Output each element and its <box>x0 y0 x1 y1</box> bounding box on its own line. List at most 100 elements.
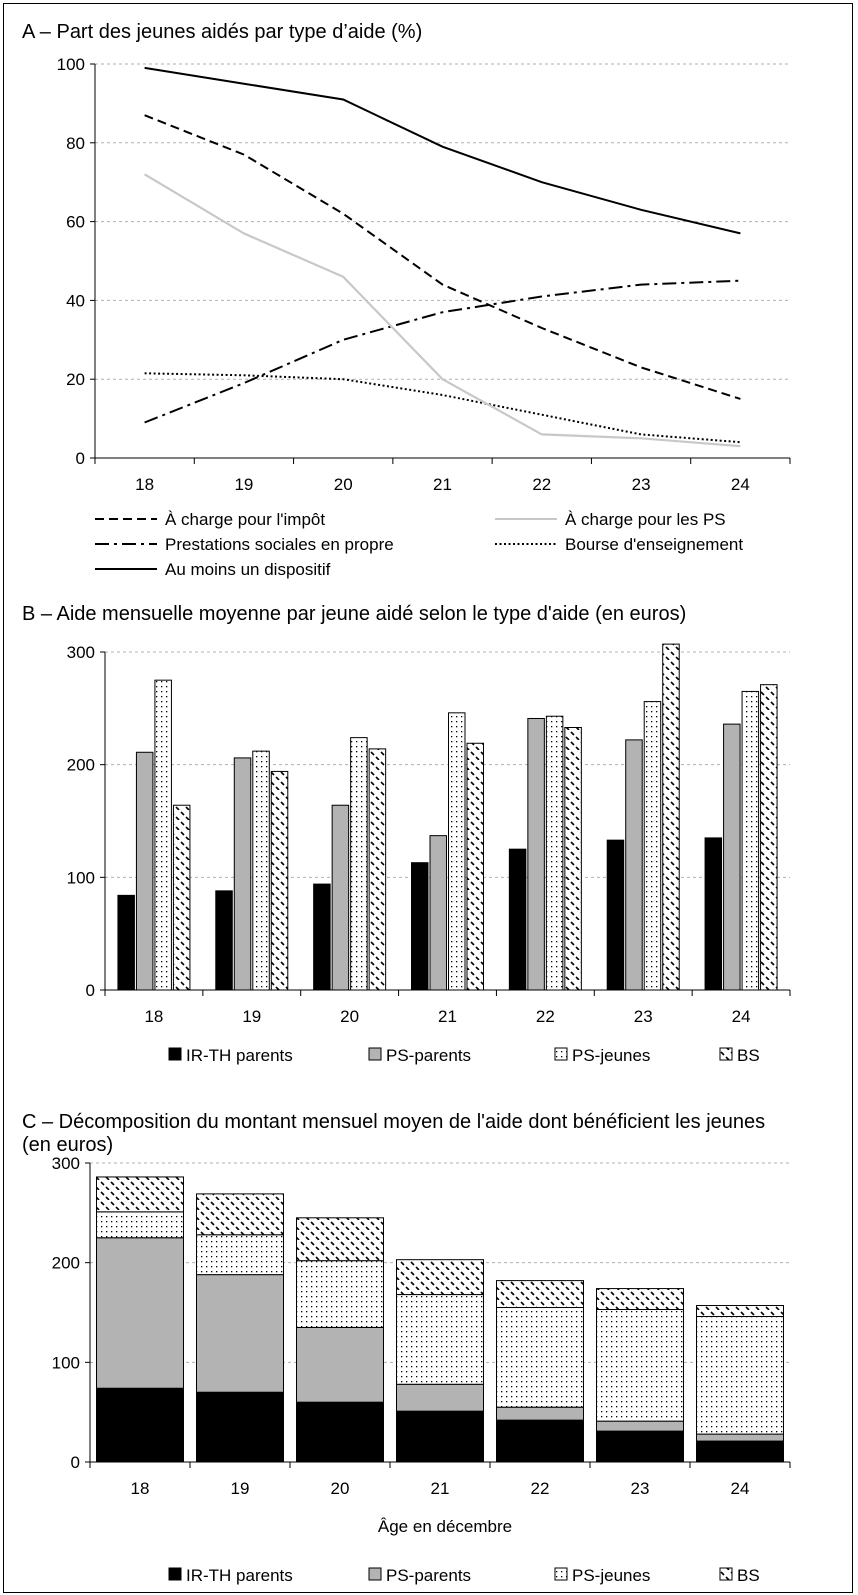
bar-segment <box>396 1410 484 1463</box>
bar <box>564 726 582 991</box>
bar <box>466 742 484 991</box>
bar <box>662 643 680 991</box>
x-tick-label: 21 <box>433 475 452 494</box>
bar-segment <box>696 1440 784 1463</box>
bar <box>704 837 723 991</box>
x-tick-label: 22 <box>531 1479 550 1498</box>
panel-c-legend: IR-TH parents PS-parents PS-jeunes BS <box>168 1566 760 1585</box>
x-tick-label: 19 <box>242 1007 261 1026</box>
x-tick-label: 24 <box>732 1007 751 1026</box>
bar <box>411 862 429 991</box>
legend-swatch-1 <box>368 1047 382 1061</box>
panel-c-title: C – Décomposition du montant mensuel moy… <box>22 1111 765 1133</box>
legend-swatch-3 <box>719 1567 733 1581</box>
legend-label-1: À charge pour les PS <box>565 510 726 529</box>
bar-segment <box>296 1326 384 1403</box>
bar <box>741 690 760 991</box>
y-tick-label: 60 <box>66 213 85 232</box>
x-tick-label: 21 <box>431 1479 450 1498</box>
x-tick-label: 19 <box>231 1479 250 1498</box>
panel-b-title: B – Aide mensuelle moyenne par jeune aid… <box>22 603 686 625</box>
bar-segment <box>596 1430 684 1463</box>
series-line-0 <box>144 114 741 400</box>
y-tick-label: 0 <box>86 981 95 1000</box>
series-line-4 <box>144 66 741 235</box>
legend-label-0: IR-TH parents <box>186 1566 293 1585</box>
bar-segment <box>196 1234 284 1276</box>
legend-label-0: À charge pour l'impôt <box>165 510 325 529</box>
bar <box>233 757 252 991</box>
x-tick-label: 22 <box>532 475 551 494</box>
legend-swatch-2 <box>554 1047 568 1061</box>
x-tick-label: 23 <box>634 1007 653 1026</box>
x-tick-label: 23 <box>632 475 651 494</box>
bar-segment <box>396 1294 484 1385</box>
bar-segment <box>196 1193 284 1236</box>
bar <box>625 739 643 991</box>
bar <box>215 890 233 991</box>
bar <box>368 748 387 991</box>
x-tick-label: 24 <box>731 1479 750 1498</box>
bar <box>117 894 135 991</box>
y-tick-label: 100 <box>52 1353 80 1372</box>
series-line-1 <box>144 173 741 448</box>
legend-label-1: PS-parents <box>386 1046 471 1065</box>
bar <box>154 679 172 991</box>
x-tick-label: 18 <box>135 475 154 494</box>
bar-segment <box>396 1259 484 1296</box>
y-tick-label: 200 <box>52 1254 80 1273</box>
bar <box>252 750 270 991</box>
panel-a-line-chart: A – Part des jeunes aidés par type d’aid… <box>22 21 791 579</box>
legend-swatch-2 <box>554 1567 568 1581</box>
x-tick-label: 20 <box>340 1007 359 1026</box>
legend-label-2: PS-jeunes <box>572 1566 650 1585</box>
bar-segment <box>596 1288 684 1311</box>
panel-b-legend: IR-TH parents PS-parents PS-jeunes BS <box>168 1046 760 1065</box>
bar <box>527 717 545 991</box>
x-tick-label: 18 <box>144 1007 163 1026</box>
bar-segment <box>96 1387 184 1463</box>
legend-label-3: BS <box>737 1566 760 1585</box>
x-tick-label: 24 <box>731 475 750 494</box>
bar-segment <box>296 1217 384 1262</box>
series-line-2 <box>144 279 741 424</box>
bar <box>331 804 350 991</box>
bar-segment <box>96 1176 184 1213</box>
bar <box>606 839 625 991</box>
series-line-3 <box>144 372 741 444</box>
x-tick-label: 20 <box>331 1479 350 1498</box>
bar <box>448 712 466 991</box>
bar-segment <box>96 1211 184 1239</box>
x-tick-label: 21 <box>438 1007 457 1026</box>
legend-swatch-1 <box>368 1567 382 1581</box>
y-tick-label: 0 <box>76 449 85 468</box>
bar <box>760 684 778 991</box>
panel-c-title-line2: (en euros) <box>22 1134 113 1156</box>
bar-segment <box>496 1307 584 1408</box>
y-tick-label: 200 <box>67 756 95 775</box>
bar <box>545 715 564 991</box>
bar <box>350 737 368 991</box>
panel-c-x-axis-label: Âge en décembre <box>378 1517 512 1536</box>
y-tick-label: 100 <box>67 868 95 887</box>
legend-label-3: BS <box>737 1046 760 1065</box>
bar-segment <box>196 1274 284 1393</box>
x-tick-label: 23 <box>631 1479 650 1498</box>
bar <box>313 883 331 991</box>
x-tick-label: 18 <box>131 1479 150 1498</box>
bar <box>429 835 447 991</box>
bar <box>508 848 527 991</box>
panel-b-bar-chart: B – Aide mensuelle moyenne par jeune aid… <box>22 603 791 1065</box>
bar-segment <box>696 1315 784 1435</box>
bar-segment <box>596 1309 684 1422</box>
bar-segment <box>396 1383 484 1412</box>
legend-label-2: PS-jeunes <box>572 1046 650 1065</box>
bar-segment <box>696 1433 784 1442</box>
y-tick-label: 40 <box>66 291 85 310</box>
bar <box>135 751 154 991</box>
y-tick-label: 80 <box>66 134 85 153</box>
bar-segment <box>296 1260 384 1328</box>
y-tick-label: 0 <box>71 1453 80 1472</box>
legend-swatch-0 <box>168 1567 182 1581</box>
